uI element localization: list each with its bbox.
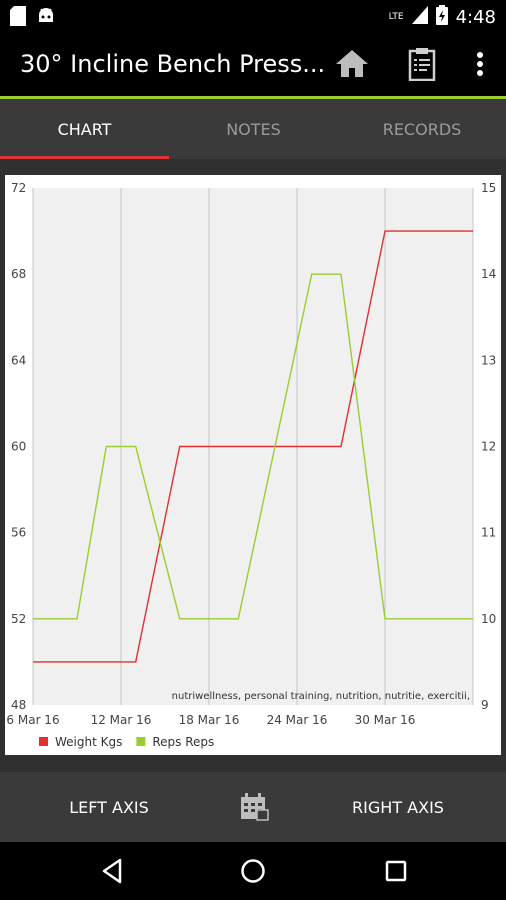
legend-swatch	[136, 737, 146, 746]
y-right-tick-label: 12	[481, 440, 496, 454]
clipboard-icon[interactable]	[404, 46, 440, 82]
tab-chart-label: CHART	[57, 119, 112, 139]
y-right-tick-label: 13	[481, 353, 496, 367]
right-axis-button[interactable]: RIGHT AXIS	[352, 797, 444, 817]
app-bar: 30° Incline Bench Press...	[0, 32, 506, 99]
tab-bar: CHART NOTES RECORDS	[0, 99, 506, 159]
y-left-tick-label: 56	[11, 526, 26, 540]
y-left-tick-label: 60	[11, 440, 26, 454]
signal-icon	[411, 6, 428, 28]
series-line-reps	[33, 273, 473, 620]
y-right-tick-label: 10	[481, 612, 496, 626]
y-left-tick-label: 52	[11, 612, 26, 626]
status-time: 4:48	[455, 6, 496, 28]
legend-label: Weight Kgs	[55, 735, 122, 749]
x-tick-label: 30 Mar 16	[355, 713, 416, 727]
tab-notes[interactable]: NOTES	[169, 99, 338, 159]
y-left-tick-label: 48	[11, 698, 26, 712]
status-bar: LTE 4:48	[0, 0, 506, 32]
bottom-bar: LEFT AXIS RIGHT AXIS	[0, 772, 506, 842]
y-left-tick-label: 72	[11, 181, 26, 195]
home-nav-icon[interactable]	[235, 853, 271, 889]
home-icon[interactable]	[334, 46, 370, 82]
back-icon[interactable]	[94, 853, 130, 889]
tab-indicator	[0, 156, 169, 159]
tab-records[interactable]: RECORDS	[338, 99, 506, 159]
chart-card: 6 Mar 16 12 Mar 16 18 Mar 16 24 Mar 16 30 Ma…	[5, 175, 501, 755]
y-right-tick-label: 9	[481, 698, 489, 712]
nav-bar	[0, 842, 506, 900]
android-icon	[36, 6, 56, 30]
y-right-tick-label: 15	[481, 181, 496, 195]
y-left-tick-label: 68	[11, 267, 26, 281]
lte-label: LTE	[388, 12, 404, 22]
chart-watermark: nutriwellness, personal training, nutrit…	[172, 691, 470, 702]
y-right-tick-label: 14	[481, 267, 496, 281]
app-bar-accent	[0, 96, 506, 99]
more-vert-icon[interactable]	[462, 46, 498, 82]
series-line-weight	[33, 230, 473, 663]
chart[interactable]: 6 Mar 16 12 Mar 16 18 Mar 16 24 Mar 16 30 Ma…	[5, 175, 501, 755]
left-axis-button[interactable]: LEFT AXIS	[69, 797, 149, 817]
x-tick-label: 18 Mar 16	[179, 713, 240, 727]
legend-label: Reps Reps	[152, 735, 214, 749]
tab-records-label: RECORDS	[382, 119, 462, 139]
x-tick-label: 6 Mar 16	[6, 713, 59, 727]
x-tick-label: 24 Mar 16	[267, 713, 328, 727]
tab-notes-label: NOTES	[226, 119, 281, 139]
page-title: 30° Incline Bench Press...	[20, 50, 326, 78]
battery-icon	[435, 5, 448, 29]
y-left-tick-label: 64	[11, 353, 26, 367]
legend-swatch	[39, 737, 48, 746]
sd-card-icon	[10, 6, 26, 30]
y-right-tick-label: 11	[481, 526, 496, 540]
recents-icon[interactable]	[378, 853, 414, 889]
calendar-icon[interactable]	[230, 772, 278, 842]
tab-chart[interactable]: CHART	[0, 99, 169, 159]
x-tick-label: 12 Mar 16	[91, 713, 152, 727]
